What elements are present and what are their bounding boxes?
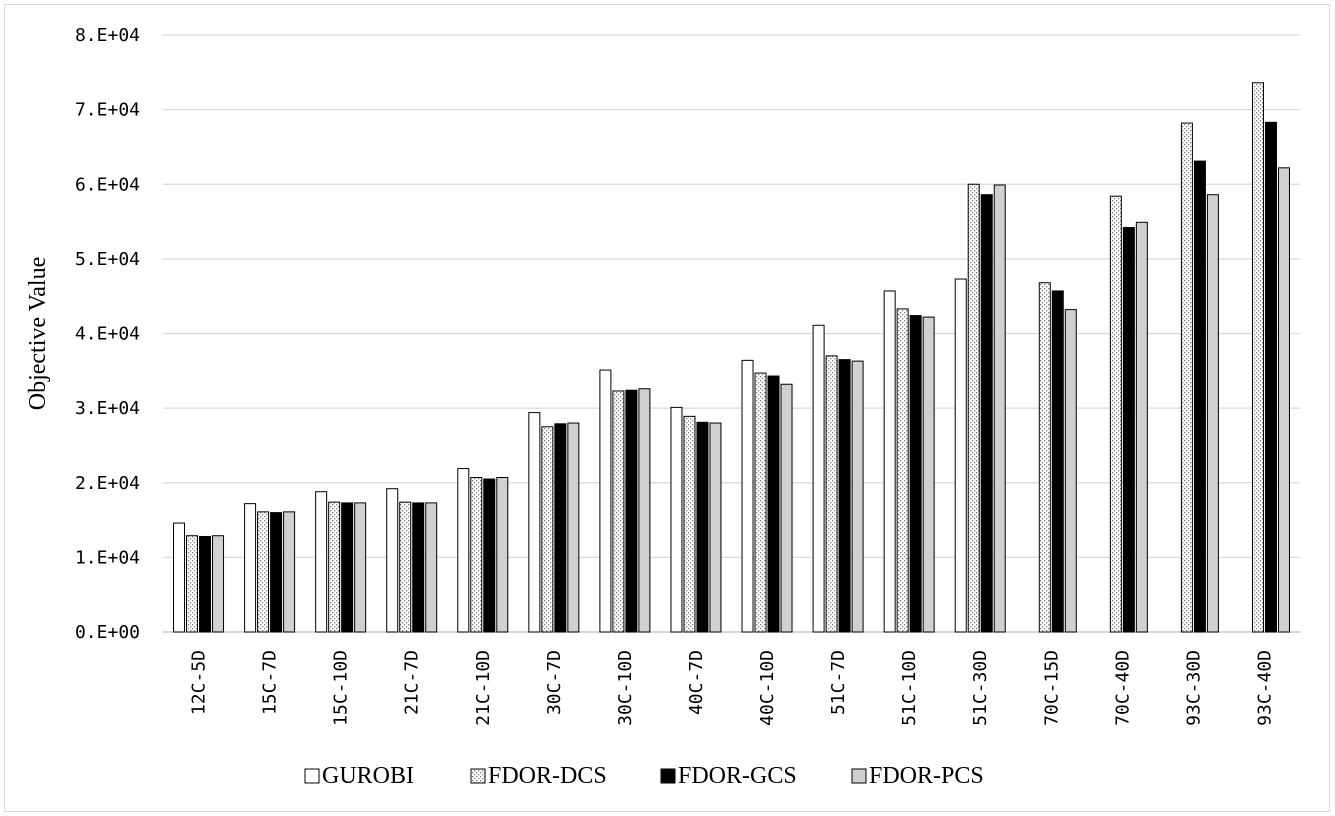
bar-fdor-pcs-30c-10d (638, 388, 651, 633)
bar-fdor-pcs-12c-5d (212, 535, 225, 633)
bar-fdor-dcs-30c-10d (612, 390, 625, 633)
y-axis-title: Objective Value (25, 257, 51, 411)
bar-fdor-gcs-30c-10d (625, 389, 638, 633)
legend-label-fdor-gcs: FDOR-GCS (678, 763, 797, 789)
bar-gurobi-30c-7d (528, 412, 541, 633)
bar-gurobi-21c-10d (457, 468, 470, 633)
x-axis-tick-labels: 12C-5D 15C-7D 15C-10D 21C-7D 21C-10D 30C-7D 30… (189, 650, 1276, 726)
bar-fdor-pcs-51c-7d (851, 360, 864, 633)
x-tick-label: 21C-10D (473, 650, 494, 726)
legend-swatch-fdor-pcs (851, 768, 867, 784)
x-tick-label: 30C-10D (615, 650, 636, 726)
bar-fdor-dcs-30c-7d (541, 426, 554, 633)
x-tick-label: 30C-7D (544, 650, 565, 715)
bar-fdor-gcs-40c-7d (696, 421, 709, 633)
y-tick-label: 3.E+04 (75, 398, 140, 419)
x-tick-label: 40C-10D (757, 650, 778, 726)
legend-swatch-fdor-gcs (660, 768, 676, 784)
legend-label-gurobi: GUROBI (322, 763, 414, 789)
bar-fdor-pcs-51c-10d (922, 316, 935, 633)
bar-fdor-dcs-51c-10d (896, 308, 909, 633)
bar-fdor-dcs-40c-10d (754, 372, 767, 633)
bar-gurobi-51c-10d (883, 290, 896, 633)
bar-fdor-gcs-30c-7d (554, 423, 567, 633)
bar-fdor-gcs-15c-7d (270, 512, 283, 633)
x-tick-label: 12C-5D (189, 650, 210, 715)
bar-fdor-gcs-70c-15d (1051, 290, 1064, 633)
bar-gurobi-51c-30d (954, 278, 967, 633)
legend-swatch-fdor-dcs (470, 768, 486, 784)
bar-fdor-gcs-93c-30d (1193, 160, 1206, 633)
x-tick-label: 15C-10D (331, 650, 352, 726)
bars (173, 82, 1290, 633)
bar-fdor-pcs-40c-7d (709, 422, 722, 633)
bar-fdor-pcs-70c-15d (1064, 309, 1077, 633)
x-tick-label: 93C-30D (1183, 650, 1204, 726)
legend: GUROBI FDOR-DCS FDOR-GCS FDOR-PCS (304, 763, 984, 789)
y-tick-label: 6.E+04 (75, 174, 140, 195)
bar-fdor-dcs-21c-7d (399, 501, 412, 633)
bar-gurobi-15c-7d (244, 503, 257, 633)
x-tick-label: 51C-30D (970, 650, 991, 726)
x-tick-label: 15C-7D (260, 650, 281, 715)
bar-fdor-dcs-12c-5d (186, 535, 199, 633)
bar-fdor-pcs-40c-10d (780, 383, 793, 633)
x-tick-label: 93C-40D (1254, 650, 1275, 726)
bar-fdor-pcs-93c-40d (1277, 167, 1290, 633)
bar-fdor-gcs-93c-40d (1264, 121, 1277, 633)
bar-fdor-dcs-93c-30d (1180, 122, 1193, 633)
bar-fdor-dcs-51c-30d (967, 183, 980, 633)
y-tick-label: 7.E+04 (75, 100, 140, 121)
bar-fdor-dcs-15c-10d (328, 501, 341, 633)
y-axis-tick-labels: 0.E+00 1.E+04 2.E+04 3.E+04 4.E+04 5.E+04 6.E+… (75, 25, 140, 643)
bar-fdor-dcs-93c-40d (1251, 82, 1264, 633)
bar-fdor-dcs-21c-10d (470, 477, 483, 633)
bar-fdor-dcs-70c-40d (1109, 195, 1122, 633)
x-tick-label: 21C-7D (402, 650, 423, 715)
legend-label-fdor-dcs: FDOR-DCS (488, 763, 607, 789)
bar-gurobi-30c-10d (599, 369, 612, 633)
bar-fdor-gcs-51c-10d (909, 315, 922, 633)
bar-fdor-gcs-70c-40d (1122, 227, 1135, 633)
bar-gurobi-21c-7d (386, 488, 399, 633)
bar-fdor-dcs-40c-7d (683, 415, 696, 633)
bar-fdor-dcs-70c-15d (1038, 282, 1051, 633)
x-tick-label: 70C-40D (1112, 650, 1133, 726)
bar-fdor-pcs-93c-30d (1206, 194, 1219, 633)
y-tick-label: 4.E+04 (75, 324, 140, 345)
bar-fdor-gcs-40c-10d (767, 375, 780, 633)
bar-gurobi-51c-7d (812, 324, 825, 633)
bar-gurobi-15c-10d (315, 491, 328, 633)
x-tick-label: 51C-7D (828, 650, 849, 715)
y-tick-label: 8.E+04 (75, 25, 140, 46)
bar-fdor-pcs-21c-7d (425, 502, 438, 633)
bar-fdor-pcs-21c-10d (496, 477, 509, 633)
x-tick-label: 40C-7D (686, 650, 707, 715)
bar-fdor-pcs-51c-30d (993, 184, 1006, 633)
legend-label-fdor-pcs: FDOR-PCS (869, 763, 984, 789)
x-tick-label: 51C-10D (899, 650, 920, 726)
bar-fdor-pcs-70c-40d (1135, 221, 1148, 633)
bar-fdor-pcs-15c-10d (354, 502, 367, 633)
y-tick-label: 0.E+00 (75, 622, 140, 643)
y-tick-label: 5.E+04 (75, 249, 140, 270)
bar-fdor-gcs-21c-7d (412, 502, 425, 633)
bar-fdor-gcs-51c-7d (838, 359, 851, 633)
bar-fdor-pcs-30c-7d (567, 422, 580, 633)
y-tick-label: 2.E+04 (75, 473, 140, 494)
y-tick-label: 1.E+04 (75, 547, 140, 568)
bar-fdor-gcs-12c-5d (199, 535, 212, 633)
legend-swatch-gurobi (304, 768, 320, 784)
bar-gurobi-40c-10d (741, 359, 754, 633)
bar-gurobi-40c-7d (670, 406, 683, 633)
bar-fdor-gcs-15c-10d (341, 502, 354, 633)
bar-fdor-dcs-15c-7d (257, 511, 270, 633)
bar-fdor-dcs-51c-7d (825, 355, 838, 633)
x-tick-label: 70C-15D (1041, 650, 1062, 726)
bar-fdor-gcs-21c-10d (483, 478, 496, 633)
bar-gurobi-12c-5d (173, 522, 186, 633)
bar-fdor-gcs-51c-30d (980, 194, 993, 633)
bar-fdor-pcs-15c-7d (283, 511, 296, 633)
